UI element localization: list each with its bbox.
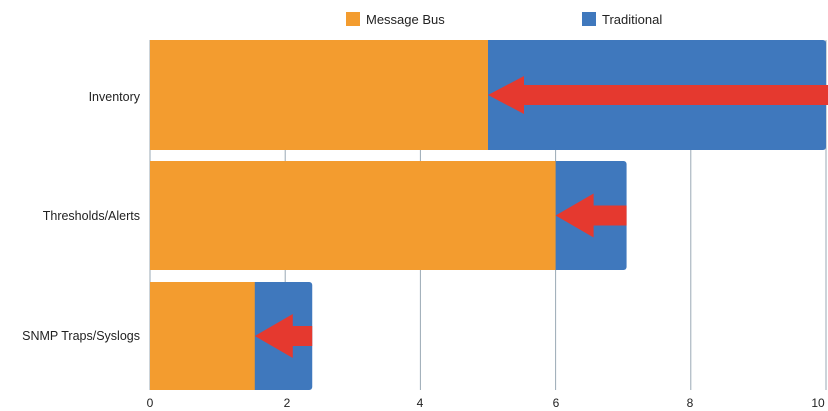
x-tick-label-4: 4 (416, 396, 424, 410)
bar-message-bus-thresholds-alerts (150, 161, 556, 270)
x-tick-label-6: 6 (552, 396, 560, 410)
x-tick-label-0: 0 (146, 396, 154, 410)
category-label-inventory: Inventory (88, 90, 140, 104)
arrow-thresholds-alerts (555, 193, 627, 238)
legend-label-message-bus: Message Bus (366, 11, 445, 27)
x-tick-label-2: 2 (283, 396, 291, 410)
legend-swatch-traditional (582, 12, 596, 26)
legend-swatch-message-bus (346, 12, 360, 26)
arrow-inventory (488, 76, 828, 114)
x-tick-label-8: 8 (686, 396, 694, 410)
category-label-snmp-traps-syslogs: SNMP Traps/Syslogs (22, 329, 140, 343)
bar-message-bus-snmp-traps-syslogs (150, 282, 255, 390)
legend-item-traditional: Traditional (582, 11, 662, 27)
legend-label-traditional: Traditional (602, 11, 663, 27)
bar-message-bus-inventory (150, 40, 488, 150)
x-tick-label-10: 10 (811, 396, 825, 410)
category-label-thresholds-alerts: Thresholds/Alerts (42, 209, 140, 223)
legend-item-message-bus: Message Bus (346, 11, 445, 27)
arrow-snmp-traps-syslogs (254, 314, 313, 358)
